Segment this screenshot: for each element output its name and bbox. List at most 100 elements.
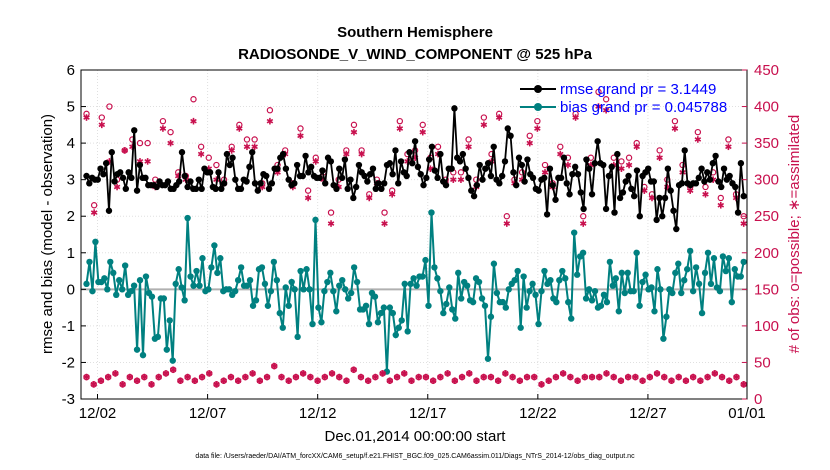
rmse-point (164, 178, 172, 185)
obs-possible-point (580, 213, 587, 220)
bias-point (148, 293, 156, 300)
rmse-point (215, 169, 222, 176)
star-stroke (190, 118, 197, 124)
bias-point (683, 266, 691, 273)
star-stroke (386, 378, 394, 384)
obs-assimilated-low-point (415, 373, 422, 381)
bias-point (499, 298, 507, 306)
obs-assimilated-low-point (336, 373, 343, 381)
star-stroke (559, 371, 567, 376)
star-stroke (372, 374, 379, 380)
bias-point (725, 255, 733, 262)
star-stroke (297, 133, 304, 139)
star-stroke (422, 374, 430, 380)
bias-point (142, 273, 150, 280)
rmse-point (574, 170, 582, 178)
star-stroke (509, 374, 516, 380)
rmse-point (184, 183, 191, 191)
obs-assimilated-point (83, 114, 90, 121)
rmse-point (678, 180, 686, 187)
obs-possible-point (159, 117, 167, 125)
obs-assimilated-point (595, 103, 602, 110)
rmse-point (397, 158, 405, 165)
obs-assimilated-point (228, 147, 235, 154)
star-stroke (155, 374, 162, 380)
obs-assimilated-low-point (523, 373, 531, 381)
obs-possible-point (595, 88, 602, 96)
obs-possible-point (694, 128, 702, 136)
rmse-point (274, 165, 281, 172)
star-stroke (321, 374, 329, 380)
bias-point (686, 247, 694, 255)
star-stroke (271, 363, 278, 369)
bias-point (294, 333, 301, 341)
rmse-point (656, 194, 663, 202)
obs-assimilated-low-point (610, 373, 617, 381)
obs-assimilated-point (327, 220, 335, 227)
obs-assimilated-low-point (393, 373, 401, 381)
star-stroke (717, 202, 725, 208)
obs-possible-point (266, 107, 274, 114)
obs-possible-point (205, 154, 212, 161)
bias-point (449, 306, 456, 313)
bias-point (618, 269, 625, 277)
star-stroke (427, 166, 434, 172)
bias-point (187, 273, 194, 280)
star-stroke (184, 374, 191, 380)
rmse-point (633, 167, 641, 174)
bias-point (636, 302, 643, 309)
star-stroke (242, 374, 249, 380)
bias-point (339, 276, 346, 284)
star-stroke (465, 144, 472, 150)
rmse-point (535, 187, 542, 194)
star-stroke (588, 374, 596, 380)
rmse-point (709, 160, 717, 167)
bias-point (716, 287, 724, 295)
bias-point (404, 328, 411, 335)
star-stroke (595, 374, 603, 380)
rmse-point (653, 216, 660, 224)
bias-point (419, 273, 426, 280)
star-stroke (177, 378, 184, 384)
rmse-point (437, 150, 444, 158)
obs-assimilated-low-point (299, 370, 307, 377)
bias-point (654, 266, 661, 273)
star-stroke (278, 374, 285, 380)
legend-rmse-label: rmse grand pr = 3.1449 (560, 81, 716, 98)
rmse-point (142, 174, 149, 182)
obs-assimilated-low-point (509, 373, 516, 381)
obs-assimilated-point (633, 143, 640, 151)
rmse-point (496, 180, 503, 187)
rmse-point (386, 160, 394, 167)
rmse-point (131, 127, 138, 134)
obs-assimilated-low-point (321, 373, 329, 381)
bias-point (83, 280, 90, 288)
bias-point (333, 308, 340, 315)
bias-point (113, 291, 120, 299)
bias-point (175, 266, 182, 273)
rmse-point (434, 174, 441, 182)
bias-point (624, 269, 631, 277)
obs-assimilated-point (572, 114, 579, 121)
bias-point (303, 266, 310, 273)
obs-assimilated-point (579, 220, 587, 227)
obs-possible-point (98, 114, 105, 121)
bias-point (672, 269, 679, 277)
rmse-point (94, 176, 101, 183)
obs-assimilated-low-point (668, 377, 675, 385)
bias-point (258, 264, 266, 271)
star-stroke (480, 122, 488, 128)
bias-point (692, 264, 700, 271)
rmse-point (670, 207, 677, 214)
obs-assimilated-low-point (458, 373, 466, 381)
bias-point (568, 315, 575, 322)
bias-point (410, 275, 417, 282)
star-stroke (98, 122, 106, 128)
bias-point (523, 304, 530, 311)
star-stroke (314, 378, 321, 384)
rmse-point (291, 180, 298, 187)
bias-point (392, 331, 399, 339)
bias-point (371, 293, 379, 300)
rmse-point (622, 178, 629, 185)
star-stroke (227, 374, 235, 380)
